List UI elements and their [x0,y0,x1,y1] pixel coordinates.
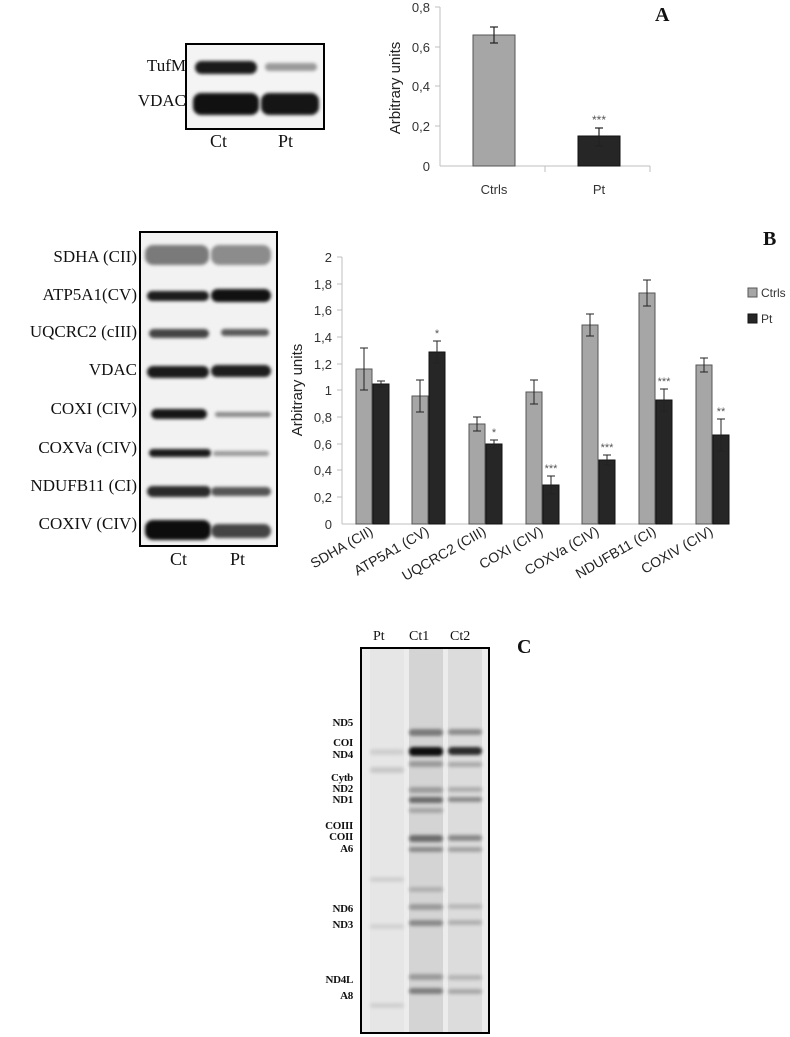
gel-band-label: COI [333,737,353,749]
chart-b-significance: *** [601,442,615,454]
chart-b-bar-ctrls [468,423,486,525]
blot-b-label: COXI (CIV) [50,399,137,418]
chart-b-ytick: 0,8 [314,410,332,425]
chart-b-bar-pt [598,459,616,525]
chart-a-xtick-ctrls: Ctrls [481,182,508,197]
blot-b-lane-ct: Ct [170,549,188,569]
chart-b-bar-pt [485,443,503,525]
chart-b-ytick: 1,2 [314,357,332,372]
chart-a-ytick: 0,8 [412,0,430,15]
chart-b-significance: *** [545,463,559,475]
chart-b-bar-pt [655,399,673,525]
band [193,93,259,115]
chart-a-ytick: 0,2 [412,119,430,134]
chart-b-legend: Ctrls Pt [747,286,786,326]
band [195,61,257,74]
chart-b-bar-ctrls [581,324,599,525]
gel-band-label: COII [329,831,353,843]
panel-c-letter: C [517,636,532,658]
gel-band-label: Cytb [330,772,353,784]
gel-band-label: ND6 [332,903,354,915]
blot-b-label: SDHA (CII) [53,247,137,266]
gel-band-label: A8 [340,990,353,1002]
chart-a-ytick: 0,4 [412,79,430,94]
chart-b-significance: * [435,328,440,340]
blot-a-image [185,43,325,130]
blot-b-label: COXVa (CIV) [38,438,137,457]
blot-b-label: UQCRC2 (cIII) [29,322,137,341]
chart-a-ytick: 0,6 [412,40,430,55]
chart-a-bar-ctrls [472,34,516,167]
chart-a-xtick-pt: Pt [593,182,606,197]
chart-b-bar-ctrls [355,368,373,525]
legend-label-pt: Pt [761,312,773,326]
chart-b-ytick: 0,6 [314,437,332,452]
chart-b-bar-ctrls [695,364,713,525]
blot-b-lane-pt: Pt [230,549,246,569]
panel-a-letter: A [655,4,670,26]
gel-band-label: ND4 [332,749,354,761]
chart-b-bar-ctrls [411,395,429,525]
chart-a-ytick: 0 [423,159,430,174]
chart-a-ylabel: Arbitrary units [387,42,404,135]
blot-b-label: ATP5A1(CV) [42,285,137,304]
legend-swatch-pt [747,313,758,324]
blot-a-label-vdac: VDAC [137,91,186,110]
chart-b-bar-ctrls [638,292,656,525]
blot-b-label: VDAC [88,360,137,379]
chart-b-ytick: 1,8 [314,277,332,292]
blot-a-lane-ct: Ct [210,131,228,151]
gel-band-label: A6 [340,843,353,855]
chart-b-significance: ** [717,406,726,418]
blot-b-image [139,231,278,547]
legend-swatch-ctrls [747,287,758,298]
legend-label-ctrls: Ctrls [761,286,786,300]
chart-b-bar-ctrls [525,391,543,525]
band [265,63,317,71]
blot-b-label: NDUFB11 (CI) [30,476,137,495]
gel-band-label: ND1 [332,794,354,806]
chart-a: Arbitrary units 0 0,2 0,4 0,6 0,8 *** Ct… [387,0,651,197]
chart-b: Arbitrary units 0 0,2 0,4 0,6 0,8 1 1,2 … [289,250,786,584]
blot-b-label: COXIV (CIV) [38,514,137,533]
chart-b-ytick: 0,4 [314,463,332,478]
gel-lane-pt: Pt [373,629,385,644]
chart-b-bar-pt [428,351,446,525]
chart-b-significance: * [492,427,497,439]
chart-b-ytick: 0,2 [314,490,332,505]
gel-lane-ct1: Ct1 [409,629,430,644]
gel-image [360,647,490,1034]
gel-lane-ct2: Ct2 [450,629,471,644]
gel-band-label: COIII [325,820,353,832]
panel-b-letter: B [763,228,777,250]
chart-a-significance: *** [592,113,606,127]
gel-band-label: ND4L [325,974,353,986]
chart-b-ytick: 1,4 [314,330,332,345]
blot-a-lane-pt: Pt [278,131,294,151]
gel-band-label: ND5 [332,717,354,729]
chart-b-ytick: 1,6 [314,303,332,318]
chart-b-significance: *** [658,376,672,388]
chart-b-ylabel: Arbitrary units [289,344,306,437]
gel-band-label: ND2 [332,783,354,795]
gel-band-label: ND3 [332,919,354,931]
chart-b-ytick: 2 [325,250,332,265]
blot-a-label-tufm: TufM [146,56,186,75]
chart-b-ytick: 0 [325,517,332,532]
band [261,93,319,115]
chart-b-ytick: 1 [325,383,332,398]
chart-b-bar-pt [372,383,390,525]
